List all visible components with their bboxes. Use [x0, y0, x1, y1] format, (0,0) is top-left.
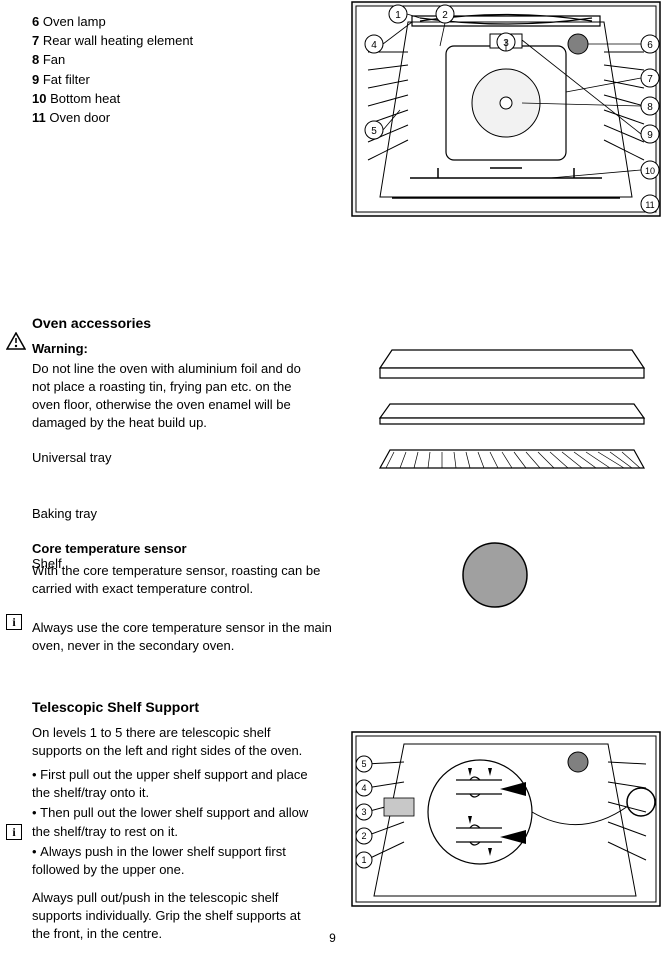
- telescopic-diagram: 5 4 3 2 1: [350, 730, 662, 913]
- svg-text:6: 6: [647, 40, 653, 51]
- sensor-illustration: [460, 540, 530, 615]
- svg-text:9: 9: [647, 130, 653, 141]
- info-icon-1: i: [6, 614, 22, 630]
- sensor-section: Core temperature sensor With the core te…: [0, 540, 370, 655]
- label-9-num: 9: [32, 72, 39, 87]
- page-number: 9: [0, 930, 665, 953]
- info-icon-2: i: [6, 824, 22, 840]
- sensor-heading: Core temperature sensor: [32, 540, 352, 558]
- sensor-text: With the core temperature sensor, roasti…: [32, 562, 352, 598]
- svg-text:4: 4: [361, 783, 366, 793]
- svg-text:5: 5: [361, 759, 366, 769]
- label-10-num: 10: [32, 91, 46, 106]
- oven-interior-diagram: 1 2 3 4 5 6 7 8 9 10 11: [350, 0, 662, 223]
- telescopic-b2: Then pull out the lower shelf support an…: [32, 805, 308, 838]
- svg-text:5: 5: [371, 126, 377, 137]
- telescopic-b3: Always push in the lower shelf support f…: [32, 844, 286, 877]
- label-7-text: Rear wall heating element: [43, 33, 193, 48]
- warning-label: Warning:: [32, 340, 322, 358]
- svg-text:8: 8: [647, 102, 653, 113]
- label-6-text: Oven lamp: [43, 14, 106, 29]
- accessories-section: Oven accessories Warning: Do not line th…: [0, 300, 340, 573]
- svg-text:1: 1: [361, 855, 366, 865]
- svg-text:3: 3: [361, 807, 366, 817]
- warning-text: Do not line the oven with aluminium foil…: [32, 360, 322, 433]
- label-6-num: 6: [32, 14, 39, 29]
- label-11-text: Oven door: [49, 110, 110, 125]
- label-8-num: 8: [32, 52, 39, 67]
- sensor-info: Always use the core temperature sensor i…: [32, 619, 352, 655]
- svg-text:1: 1: [395, 10, 401, 21]
- svg-text:7: 7: [647, 74, 653, 85]
- label-11-num: 11: [32, 110, 46, 125]
- accessories-heading: Oven accessories: [32, 314, 322, 334]
- accessories-illustration: [372, 344, 652, 489]
- telescopic-b1: First pull out the upper shelf support a…: [32, 767, 308, 800]
- telescopic-heading: Telescopic Shelf Support: [32, 698, 312, 718]
- telescopic-section: Telescopic Shelf Support On levels 1 to …: [0, 684, 330, 944]
- svg-text:2: 2: [442, 10, 448, 21]
- svg-text:10: 10: [645, 166, 655, 176]
- label-8-text: Fan: [43, 52, 65, 67]
- telescopic-intro: On levels 1 to 5 there are telescopic sh…: [32, 724, 312, 760]
- svg-text:2: 2: [361, 831, 366, 841]
- label-7-num: 7: [32, 33, 39, 48]
- tray1-label: Universal tray: [32, 449, 322, 467]
- label-10-text: Bottom heat: [50, 91, 120, 106]
- svg-text:11: 11: [645, 200, 654, 210]
- svg-text:4: 4: [371, 40, 377, 51]
- tray2-label: Baking tray: [32, 505, 322, 523]
- component-labels-block: 6 Oven lamp 7 Rear wall heating element …: [0, 12, 330, 128]
- label-9-text: Fat filter: [43, 72, 90, 87]
- page-footer: 9: [0, 916, 665, 953]
